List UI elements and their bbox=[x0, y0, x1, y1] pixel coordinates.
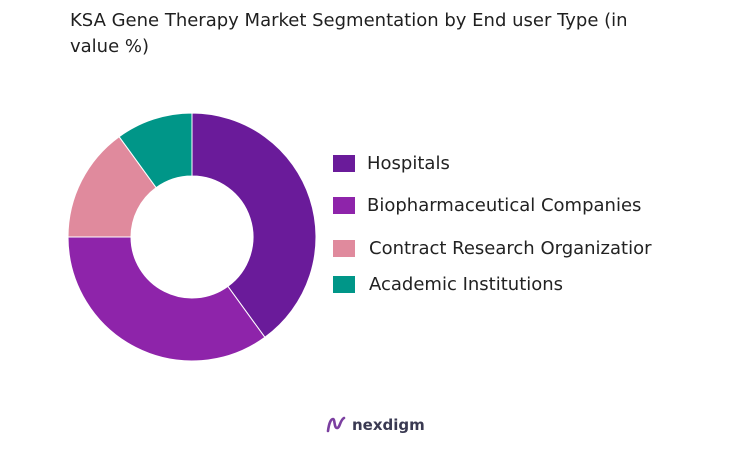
brand-logo: nexdigm bbox=[325, 414, 425, 436]
chart-legend: Hospitals Biopharmaceutical Companies Co… bbox=[333, 0, 731, 450]
legend-swatch bbox=[333, 155, 355, 172]
nexdigm-logo-icon bbox=[326, 416, 346, 433]
donut-slice-biopharmaceutical-companies bbox=[67, 236, 266, 362]
legend-swatch bbox=[333, 197, 355, 214]
legend-label: Hospitals bbox=[367, 153, 450, 174]
legend-label: Contract Research Organizatior bbox=[369, 238, 652, 259]
legend-label: Biopharmaceutical Companies bbox=[367, 195, 642, 216]
donut-slice-academic-institutions bbox=[118, 112, 193, 189]
legend-swatch bbox=[333, 240, 355, 257]
legend-item-biopharmaceutical-companies: Biopharmaceutical Companies bbox=[333, 195, 641, 216]
legend-item-contract-research: Contract Research Organizatior bbox=[333, 238, 652, 259]
brand-name: nexdigm bbox=[352, 416, 425, 434]
legend-item-hospitals: Hospitals bbox=[333, 153, 450, 174]
legend-item-academic-institutions: Academic Institutions bbox=[333, 274, 563, 295]
chart-title: KSA Gene Therapy Market Segmentation by … bbox=[70, 10, 628, 57]
donut-slice-hospitals bbox=[191, 112, 317, 339]
legend-swatch bbox=[333, 276, 355, 293]
legend-label: Academic Institutions bbox=[369, 274, 564, 295]
